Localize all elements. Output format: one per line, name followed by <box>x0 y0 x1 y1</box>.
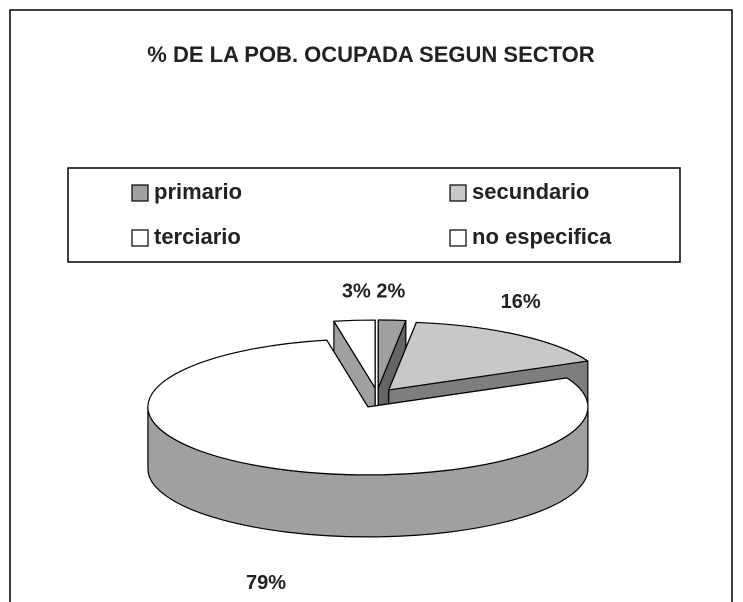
legend-label: terciario <box>154 224 241 249</box>
slice <box>333 319 376 389</box>
legend-label: secundario <box>472 179 589 204</box>
data-label: 3% <box>342 280 371 302</box>
legend-swatch <box>131 184 149 202</box>
slice <box>377 319 407 389</box>
legend-swatch <box>449 229 467 247</box>
slice <box>388 321 589 391</box>
data-label: 79% <box>246 572 286 594</box>
chart-border <box>9 9 733 602</box>
data-label: 2% <box>376 280 405 302</box>
legend <box>67 167 681 263</box>
legend-label: no especifica <box>472 224 612 249</box>
legend-swatch <box>131 229 149 247</box>
data-label: 16% <box>501 291 541 313</box>
legend-label: primario <box>154 179 242 204</box>
slice <box>147 339 589 476</box>
legend-swatch <box>449 184 467 202</box>
chart-title: % DE LA POB. OCUPADA SEGUN SECTOR <box>147 42 594 67</box>
